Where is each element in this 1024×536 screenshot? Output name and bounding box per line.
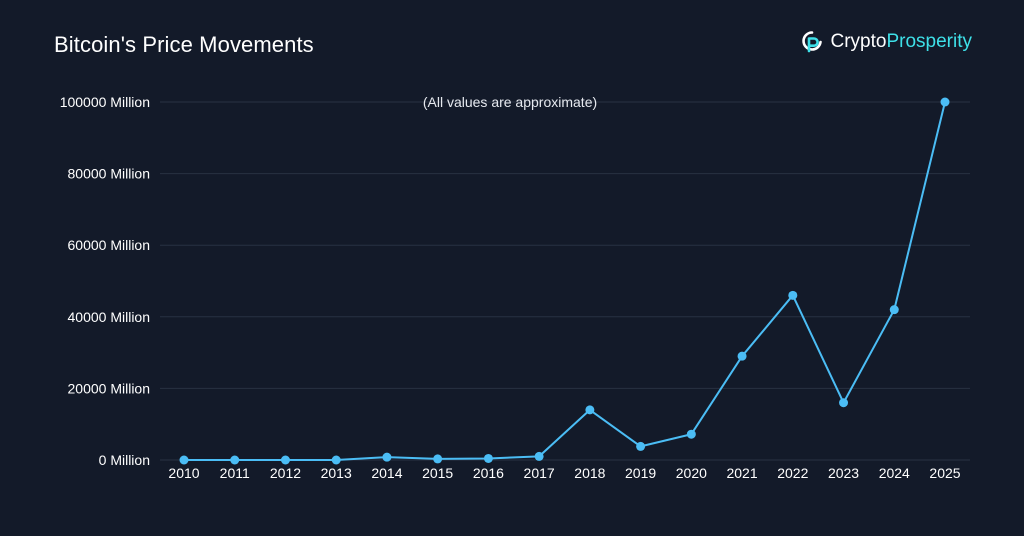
y-axis-ticks: 0 Million 20000 Million 40000 Million 60000… (60, 94, 150, 468)
series-bitcoin-price (179, 97, 950, 465)
cryptoprosperity-logo-icon (801, 30, 823, 54)
x-axis-ticks: 2010 2011 2012 2013 2014 2015 2016 2017 2018 2019… (168, 465, 960, 481)
x-tick-label: 2016 (473, 465, 504, 481)
grid-lines (160, 101, 970, 461)
y-tick-label: 80000 Million (68, 166, 151, 182)
x-tick-label: 2015 (422, 465, 453, 481)
data-point-2015 (433, 454, 443, 464)
chart-title: Bitcoin's Price Movements (54, 32, 314, 57)
data-point-2023 (839, 398, 849, 408)
x-tick-label: 2021 (726, 465, 757, 481)
y-tick-label: 100000 Million (60, 94, 150, 110)
data-point-2019 (636, 441, 646, 451)
y-tick-label: 0 Million (99, 452, 150, 468)
x-tick-label: 2019 (625, 465, 656, 481)
series-line (184, 101, 946, 461)
brand-name-prosperity: Prosperity (886, 31, 972, 52)
x-tick-label: 2023 (828, 465, 859, 481)
x-tick-label: 2020 (676, 465, 707, 481)
x-tick-label: 2011 (220, 465, 250, 481)
data-point-2025 (940, 97, 950, 107)
x-tick-label: 2025 (929, 465, 960, 481)
y-tick-label: 60000 Million (68, 237, 151, 253)
data-point-2020 (686, 429, 696, 439)
chart-annotation: (All values are approximate) (423, 94, 597, 110)
x-tick-label: 2024 (879, 465, 910, 481)
data-point-2016 (483, 453, 493, 463)
x-tick-label: 2018 (574, 465, 605, 481)
y-tick-label: 20000 Million (68, 380, 151, 396)
data-point-2011 (230, 455, 240, 465)
data-point-2018 (585, 405, 595, 415)
brand-name-crypto: Crypto (830, 31, 887, 52)
x-tick-label: 2010 (168, 465, 199, 481)
data-point-2012 (280, 455, 290, 465)
x-tick-label: 2014 (371, 465, 402, 481)
y-tick-label: 40000 Million (68, 309, 151, 325)
x-tick-label: 2013 (321, 465, 352, 481)
data-point-2021 (737, 351, 747, 361)
x-tick-label: 2022 (777, 465, 808, 481)
data-point-2024 (889, 305, 899, 315)
data-point-2017 (534, 451, 544, 461)
data-point-2022 (788, 290, 798, 300)
x-tick-label: 2017 (524, 465, 555, 481)
data-point-2014 (382, 452, 392, 462)
data-point-2013 (331, 455, 341, 465)
brand-logo: CryptoProsperity (801, 30, 972, 54)
data-point-2010 (179, 455, 189, 465)
x-tick-label: 2012 (270, 465, 301, 481)
